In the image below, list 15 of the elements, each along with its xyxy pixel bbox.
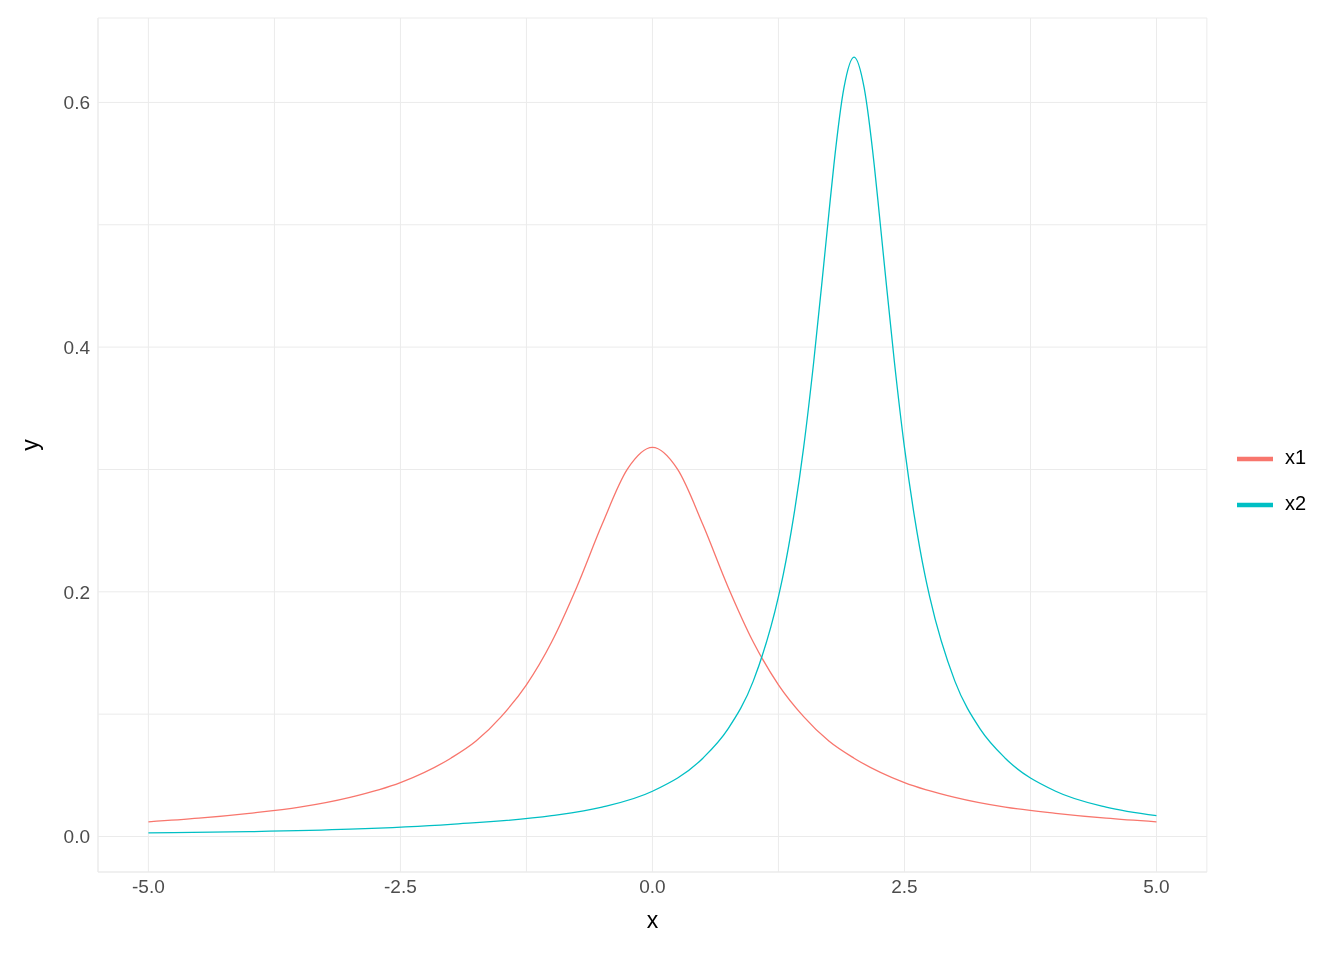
y-tick-label: 0.2: [63, 581, 90, 603]
x-tick-label: 5.0: [1143, 876, 1170, 898]
y-axis-title: y: [17, 438, 44, 451]
line-series: [147, 446, 1158, 823]
line-series: [147, 56, 1158, 834]
legend-label: x1: [1284, 446, 1306, 468]
x-tick-label: -2.5: [384, 876, 417, 898]
x-axis-title: x: [646, 907, 659, 933]
x-tick-label: 0.0: [639, 876, 666, 898]
y-tick-label: 0.4: [63, 336, 91, 358]
x-tick-label: 2.5: [891, 876, 918, 898]
y-tick-label: 0.0: [63, 826, 90, 848]
legend-label: x2: [1284, 492, 1306, 514]
y-tick-label: 0.6: [63, 92, 90, 114]
x-tick-label: -5.0: [132, 876, 165, 898]
